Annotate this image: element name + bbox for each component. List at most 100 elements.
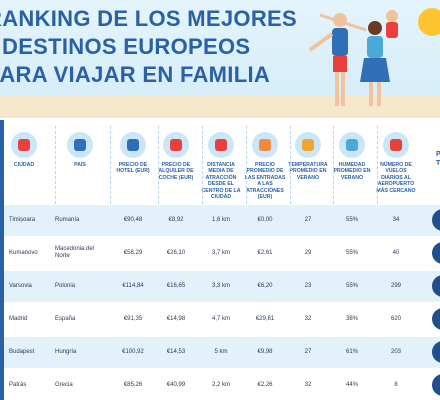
column-icon	[120, 132, 146, 158]
city: Varsovia	[9, 283, 32, 289]
value-cell: 55%	[345, 283, 358, 289]
title-line: DESTINOS EUROPEOS	[2, 34, 251, 59]
column-header: NÚMERO DE VUELOS DIARIOS AL AEROPUERTO M…	[376, 162, 416, 194]
table-row	[4, 205, 440, 236]
table-row	[4, 337, 440, 368]
value-cell: 55%	[345, 217, 358, 223]
value-cell: 3,3 km	[211, 283, 230, 289]
value-cell: €14,53	[166, 349, 186, 355]
value-cell: 61%	[345, 349, 358, 355]
country: España	[55, 316, 76, 322]
value-cell: 55%	[345, 250, 358, 256]
column-icon	[339, 132, 365, 158]
value-cell: 27	[304, 217, 312, 223]
column-icon	[163, 132, 189, 158]
icon-glyph	[302, 139, 314, 151]
value-cell: 3,7 km	[211, 250, 230, 256]
column-icon	[295, 132, 321, 158]
country: Polonia	[55, 283, 76, 289]
value-cell: 40	[392, 250, 400, 256]
value-cell: 2,2 km	[211, 382, 230, 388]
value-cell: €100,92	[122, 349, 144, 355]
column-header: PAÍS	[74, 162, 86, 168]
table-row	[4, 304, 440, 335]
column-header: TEMPERATURA PROMEDIO EN VERANO	[288, 162, 328, 181]
column-header: DISTANCIA MEDIA DE ATRACCIÓN DESDE EL CE…	[201, 162, 241, 201]
column-icon	[208, 132, 234, 158]
column-header: HUMEDAD PROMEDIO EN VERANO	[333, 162, 371, 181]
title-line: RANKING DE LOS MEJORES	[0, 6, 297, 31]
column-separator	[377, 126, 378, 204]
icon-glyph	[170, 139, 182, 151]
city: Madrid	[9, 316, 28, 322]
country: Macedonia del Norte	[55, 246, 95, 259]
country: Hungría	[55, 349, 77, 355]
column-header: PRECIO PROMEDIO DE LAS ENTRADAS A LAS AT…	[244, 162, 286, 201]
country: Rumanía	[55, 217, 80, 223]
column-header: PRECIO DE HOTEL (EUR)	[116, 162, 150, 175]
value-cell: €0,00	[257, 217, 273, 223]
value-cell: €40,99	[166, 382, 186, 388]
column-separator	[289, 126, 291, 204]
value-cell: 34	[392, 217, 400, 223]
title-line: PARA VIAJAR EN FAMILIA	[0, 62, 271, 87]
icon-glyph	[18, 139, 30, 151]
icon-glyph	[127, 139, 139, 151]
column-separator	[246, 126, 247, 204]
table-border	[0, 120, 4, 400]
city: Patrás	[9, 382, 27, 388]
value-cell: 44%	[345, 382, 358, 388]
value-cell: 27	[304, 349, 312, 355]
value-cell: 29	[304, 250, 312, 256]
value-cell: €85,26	[123, 382, 143, 388]
city: Budapest	[9, 349, 35, 355]
value-cell: 38%	[345, 316, 358, 322]
column-separator	[157, 126, 159, 204]
icon-glyph	[259, 139, 271, 151]
score-badge	[432, 308, 440, 330]
value-cell: 8	[394, 382, 398, 388]
icon-glyph	[390, 139, 402, 151]
value-cell: €58,29	[123, 250, 143, 256]
score-badge	[432, 341, 440, 363]
value-cell: 32	[304, 382, 312, 388]
column-header: CIUDAD	[13, 162, 35, 168]
value-cell: €2,26	[257, 382, 273, 388]
value-cell: 23	[304, 283, 312, 289]
value-cell: €14,98	[166, 316, 186, 322]
table-row	[4, 370, 440, 400]
value-cell: 1,6 km	[211, 217, 230, 223]
score-badge	[432, 374, 440, 396]
table-row	[4, 271, 440, 302]
score-badge	[432, 209, 440, 231]
column-separator	[201, 126, 203, 204]
column-icon	[67, 132, 93, 158]
city: Kumanovo	[9, 250, 38, 256]
icon-glyph	[74, 139, 86, 151]
beach	[0, 96, 440, 118]
value-cell: €6,20	[257, 283, 273, 289]
value-cell: €26,10	[166, 250, 186, 256]
score-badge	[432, 242, 440, 264]
column-separator	[109, 126, 111, 204]
column-separator	[55, 126, 56, 204]
column-header: PRECIO DE ALQUILER DE COCHE (EUR)	[158, 162, 194, 181]
value-cell: €91,35	[123, 316, 143, 322]
value-cell: €16,65	[166, 283, 186, 289]
icon-glyph	[215, 139, 227, 151]
family-illustration	[308, 8, 440, 106]
value-cell: 4,7 km	[211, 316, 230, 322]
value-cell: 32	[304, 316, 312, 322]
value-cell: €9,98	[257, 349, 273, 355]
value-cell: 203	[390, 349, 401, 355]
column-icon	[383, 132, 409, 158]
column-icon	[11, 132, 37, 158]
score-badge	[432, 275, 440, 297]
value-cell: 5 km	[214, 349, 228, 355]
value-cell: €90,48	[123, 217, 143, 223]
value-cell: €8,92	[168, 217, 184, 223]
city: Timișoara	[9, 217, 36, 223]
value-cell: 299	[390, 283, 401, 289]
column-icon	[252, 132, 278, 158]
